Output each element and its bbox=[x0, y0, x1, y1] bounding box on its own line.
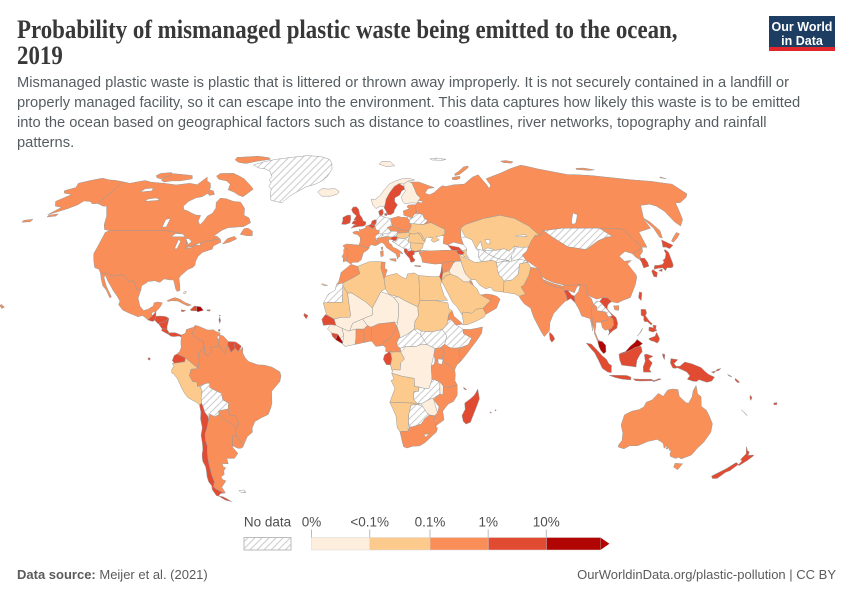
svg-text:10%: 10% bbox=[533, 515, 560, 530]
svg-text:0.1%: 0.1% bbox=[415, 515, 446, 530]
svg-text:0%: 0% bbox=[302, 515, 322, 530]
svg-text:No data: No data bbox=[244, 515, 292, 530]
svg-text:1%: 1% bbox=[478, 515, 498, 530]
svg-text:<0.1%: <0.1% bbox=[350, 515, 389, 530]
